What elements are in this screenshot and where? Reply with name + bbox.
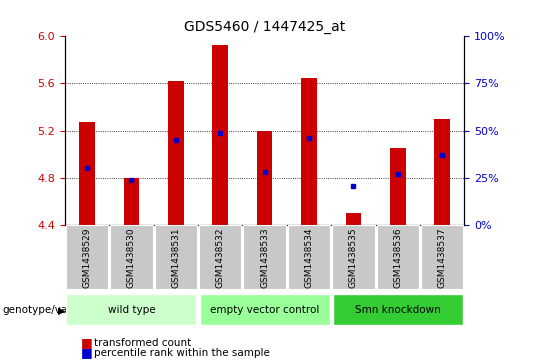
Text: ▶: ▶: [58, 305, 66, 315]
Bar: [390, 148, 406, 225]
Text: Smn knockdown: Smn knockdown: [355, 305, 441, 315]
Text: GSM1438531: GSM1438531: [171, 227, 180, 288]
Text: GSM1438530: GSM1438530: [127, 227, 136, 288]
Bar: [212, 45, 228, 225]
Bar: [257, 131, 272, 225]
Bar: [168, 81, 184, 225]
Text: empty vector control: empty vector control: [210, 305, 319, 315]
Bar: [124, 178, 139, 225]
Text: ■: ■: [81, 346, 93, 359]
Text: GSM1438536: GSM1438536: [393, 227, 402, 288]
Text: GSM1438535: GSM1438535: [349, 227, 358, 288]
Text: GSM1438529: GSM1438529: [83, 228, 91, 288]
Text: GSM1438533: GSM1438533: [260, 227, 269, 288]
Bar: [301, 78, 317, 225]
Text: percentile rank within the sample: percentile rank within the sample: [94, 348, 271, 358]
Bar: [434, 119, 450, 225]
Bar: [346, 213, 361, 225]
Text: genotype/variation: genotype/variation: [3, 305, 102, 315]
Title: GDS5460 / 1447425_at: GDS5460 / 1447425_at: [184, 20, 345, 34]
Text: GSM1438537: GSM1438537: [438, 227, 447, 288]
Text: GSM1438532: GSM1438532: [215, 228, 225, 288]
Bar: [79, 122, 95, 225]
Text: transformed count: transformed count: [94, 338, 192, 348]
Text: GSM1438534: GSM1438534: [305, 228, 314, 288]
Text: wild type: wild type: [107, 305, 155, 315]
Text: ■: ■: [81, 337, 93, 350]
